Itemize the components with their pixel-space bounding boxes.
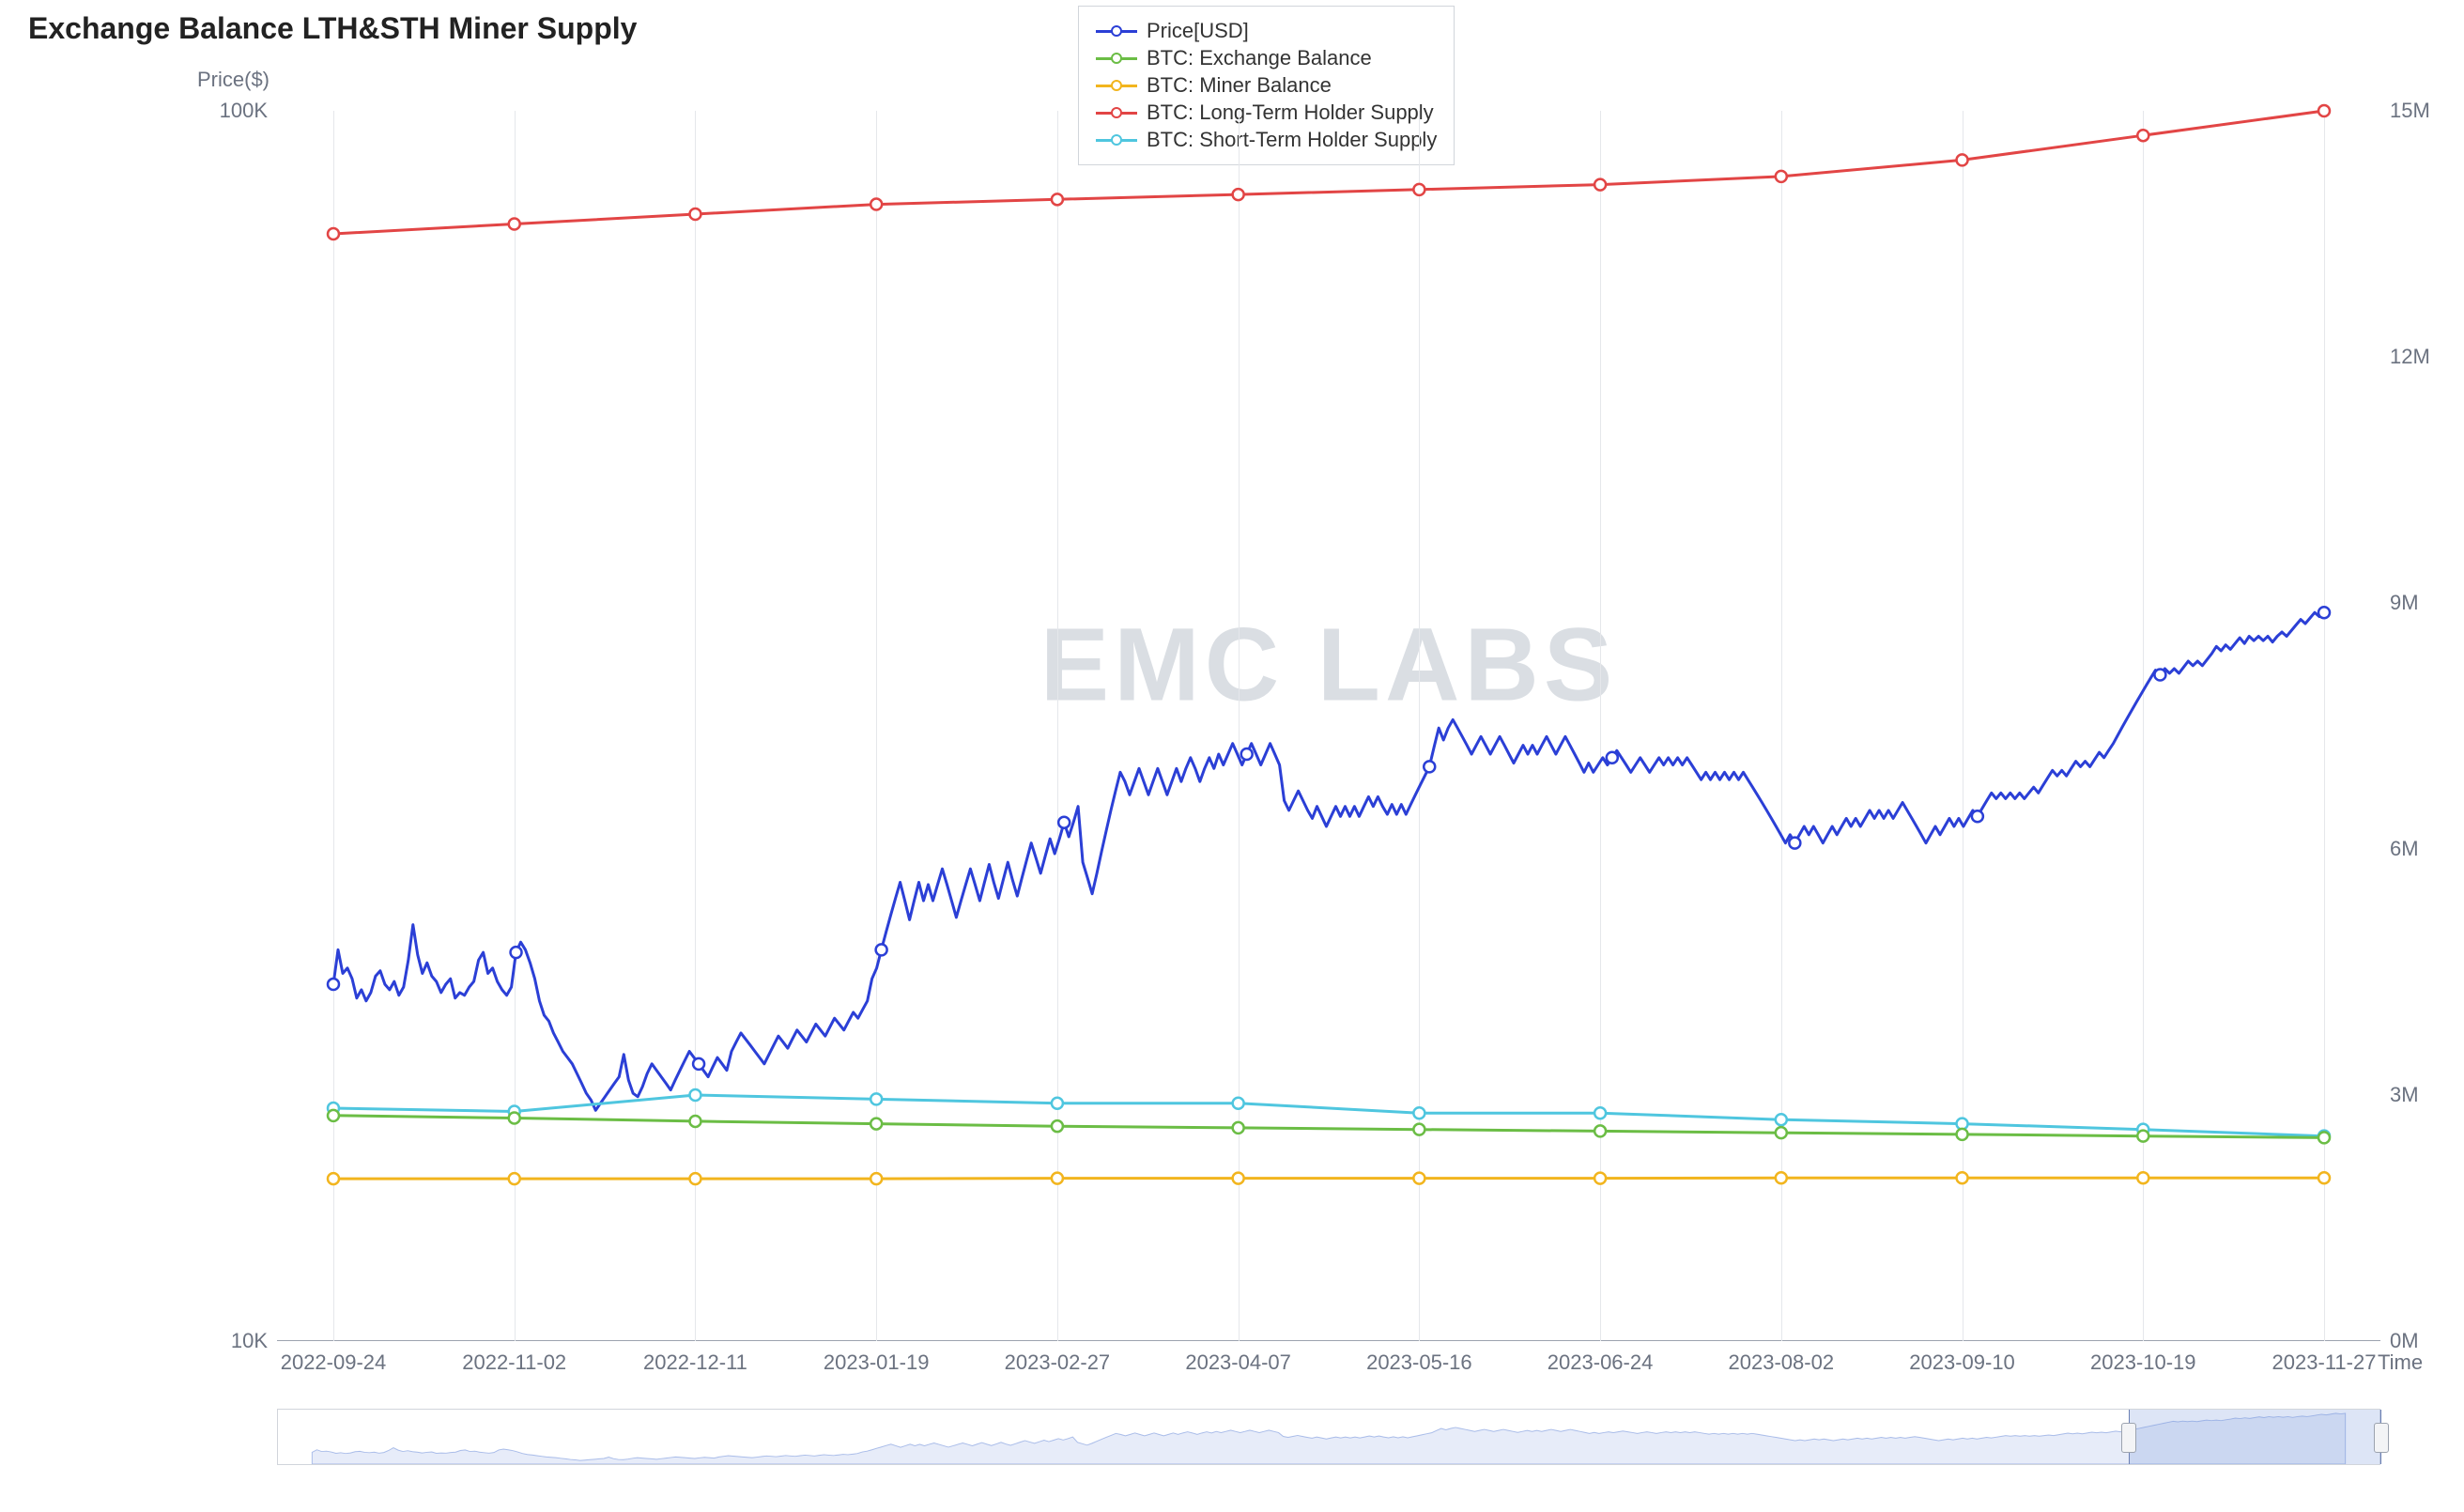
time-scrubber[interactable] bbox=[277, 1409, 2380, 1465]
x-tick-label: 2023-10-19 bbox=[2090, 1350, 2196, 1375]
y-right-tick-label: 9M bbox=[2390, 591, 2419, 615]
plot-area[interactable]: EMC LABS 2022-09-242022-11-022022-12-112… bbox=[277, 111, 2380, 1341]
legend-marker-icon bbox=[1096, 24, 1137, 38]
x-tick-label: 2023-09-10 bbox=[1909, 1350, 2015, 1375]
chart-lines bbox=[277, 111, 2380, 1341]
chart-title: Exchange Balance LTH&STH Miner Supply bbox=[28, 11, 637, 46]
x-tick-label: 2023-02-27 bbox=[1005, 1350, 1111, 1375]
x-tick-label: 2023-05-16 bbox=[1366, 1350, 1472, 1375]
legend-item[interactable]: BTC: Miner Balance bbox=[1096, 73, 1437, 98]
y-right-tick-label: 12M bbox=[2390, 345, 2430, 369]
x-tick-label: 2023-11-27 bbox=[2272, 1350, 2377, 1375]
legend-label: BTC: Miner Balance bbox=[1147, 73, 1332, 98]
y-right-tick-label: 3M bbox=[2390, 1083, 2419, 1107]
scrubber-preview bbox=[278, 1410, 2379, 1464]
legend-item[interactable]: BTC: Exchange Balance bbox=[1096, 46, 1437, 70]
legend-item[interactable]: Price[USD] bbox=[1096, 19, 1437, 43]
x-tick-label: 2023-06-24 bbox=[1548, 1350, 1654, 1375]
legend-label: BTC: Exchange Balance bbox=[1147, 46, 1372, 70]
y-right-tick-label: 15M bbox=[2390, 99, 2430, 123]
x-tick-label: 2023-04-07 bbox=[1185, 1350, 1291, 1375]
y-right-tick-label: 6M bbox=[2390, 837, 2419, 861]
legend-label: Price[USD] bbox=[1147, 19, 1249, 43]
x-tick-label: 2022-11-02 bbox=[462, 1350, 566, 1375]
x-tick-label: 2023-01-19 bbox=[824, 1350, 930, 1375]
chart-container: Exchange Balance LTH&STH Miner Supply Pr… bbox=[0, 0, 2464, 1512]
x-tick-label: 2023-08-02 bbox=[1729, 1350, 1835, 1375]
scrubber-selection[interactable] bbox=[2129, 1410, 2381, 1464]
y-left-tick-label: 10K bbox=[231, 1329, 268, 1353]
right-axis-label: Time bbox=[2378, 1350, 2423, 1375]
scrubber-handle-left[interactable] bbox=[2121, 1423, 2136, 1453]
left-axis-label: Price($) bbox=[197, 68, 270, 92]
y-left-tick-label: 100K bbox=[220, 99, 268, 123]
scrubber-handle-right[interactable] bbox=[2374, 1423, 2389, 1453]
legend-marker-icon bbox=[1096, 79, 1137, 92]
x-tick-label: 2022-12-11 bbox=[643, 1350, 747, 1375]
legend-marker-icon bbox=[1096, 52, 1137, 65]
x-tick-label: 2022-09-24 bbox=[281, 1350, 387, 1375]
